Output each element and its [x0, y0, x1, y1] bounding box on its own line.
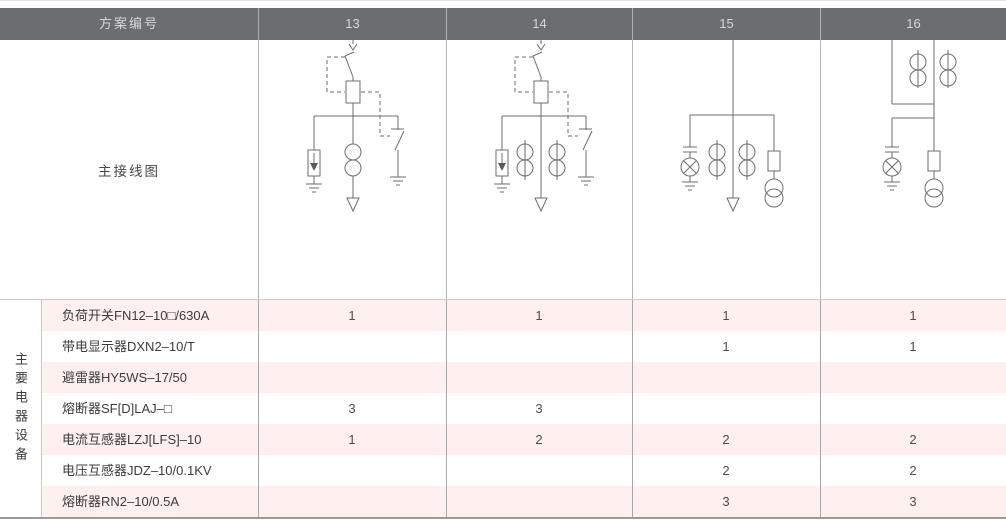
page-top-border — [0, 0, 1006, 1]
column-divider — [820, 300, 821, 517]
main-wiring-diagram-row: 主接线图 — [0, 40, 1006, 299]
equipment-name: 电流互感器LZJ[LFS]–10 — [62, 432, 202, 447]
column-divider — [446, 40, 447, 299]
main-equipment-section: 主要电器设备 负荷开关FN12–10□/630A 1 1 1 1 带电显示器DX… — [0, 300, 1006, 517]
qty-scheme-13 — [258, 486, 446, 517]
qty-scheme-15: 2 — [722, 432, 730, 447]
table-row: 电流互感器LZJ[LFS]–10 1 2 2 2 — [41, 424, 1006, 455]
qty-scheme-13: 1 — [348, 308, 356, 323]
header-scheme-16: 16 — [820, 8, 1006, 40]
equipment-name: 避雷器HY5WS–17/50 — [62, 370, 187, 385]
qty-scheme-16: 2 — [909, 432, 917, 447]
qty-scheme-13 — [258, 362, 446, 393]
qty-scheme-16: 1 — [909, 308, 917, 323]
qty-scheme-14: 1 — [535, 308, 543, 323]
qty-scheme-14: 3 — [535, 401, 543, 416]
qty-scheme-16 — [820, 393, 1006, 424]
column-divider — [632, 300, 633, 517]
section-divider — [0, 299, 1006, 300]
equipment-name: 电压互感器JDZ–10/0.1KV — [62, 463, 212, 478]
table-row: 负荷开关FN12–10□/630A 1 1 1 1 — [41, 300, 1006, 331]
label-column-divider — [41, 300, 42, 517]
wiring-diagram-scheme-16 — [879, 31, 957, 208]
qty-scheme-14 — [446, 331, 632, 362]
qty-scheme-14 — [446, 455, 632, 486]
table-bottom-border — [0, 517, 1006, 519]
equipment-rows: 负荷开关FN12–10□/630A 1 1 1 1 带电显示器DXN2–10/T… — [41, 300, 1006, 517]
qty-scheme-13: 3 — [348, 401, 356, 416]
equipment-name: 熔断器RN2–10/0.5A — [62, 494, 180, 509]
qty-scheme-16: 1 — [909, 339, 917, 354]
wiring-diagram-scheme-15 — [680, 33, 784, 213]
wiring-diagram-scheme-13 — [306, 33, 406, 213]
qty-scheme-16: 2 — [909, 463, 917, 478]
header-scheme-14: 14 — [446, 8, 632, 40]
qty-scheme-16: 3 — [909, 494, 917, 509]
qty-scheme-15: 1 — [722, 308, 730, 323]
header-scheme-number-label: 方案编号 — [98, 16, 159, 31]
qty-scheme-14 — [446, 486, 632, 517]
qty-scheme-13 — [258, 455, 446, 486]
header-scheme-15: 15 — [632, 8, 820, 40]
main-equipment-section-label: 主要电器设备 — [0, 300, 41, 517]
qty-scheme-15: 3 — [722, 494, 730, 509]
equipment-name: 熔断器SF[D]LAJ–□ — [62, 401, 172, 416]
column-divider — [258, 40, 259, 299]
qty-scheme-13 — [258, 331, 446, 362]
table-row: 熔断器RN2–10/0.5A 3 3 — [41, 486, 1006, 517]
equipment-name: 带电显示器DXN2–10/T — [62, 339, 195, 354]
table-row: 熔断器SF[D]LAJ–□ 3 3 — [41, 393, 1006, 424]
column-divider — [258, 300, 259, 517]
qty-scheme-15: 2 — [722, 463, 730, 478]
column-divider — [446, 300, 447, 517]
qty-scheme-15 — [632, 393, 820, 424]
qty-scheme-13: 1 — [348, 432, 356, 447]
column-divider — [820, 40, 821, 299]
qty-scheme-14 — [446, 362, 632, 393]
main-wiring-diagram-label: 主接线图 — [98, 163, 160, 179]
equipment-name: 负荷开关FN12–10□/630A — [62, 308, 210, 323]
header-scheme-13: 13 — [258, 8, 446, 40]
qty-scheme-16 — [820, 362, 1006, 393]
table-row: 避雷器HY5WS–17/50 — [41, 362, 1006, 393]
table-row: 电压互感器JDZ–10/0.1KV 2 2 — [41, 455, 1006, 486]
qty-scheme-14: 2 — [535, 432, 543, 447]
wiring-diagram-scheme-14 — [494, 33, 594, 213]
qty-scheme-15: 1 — [722, 339, 730, 354]
table-header-row: 方案编号 13 14 15 16 — [0, 8, 1006, 40]
qty-scheme-15 — [632, 362, 820, 393]
table-row: 带电显示器DXN2–10/T 1 1 — [41, 331, 1006, 362]
column-divider — [632, 40, 633, 299]
